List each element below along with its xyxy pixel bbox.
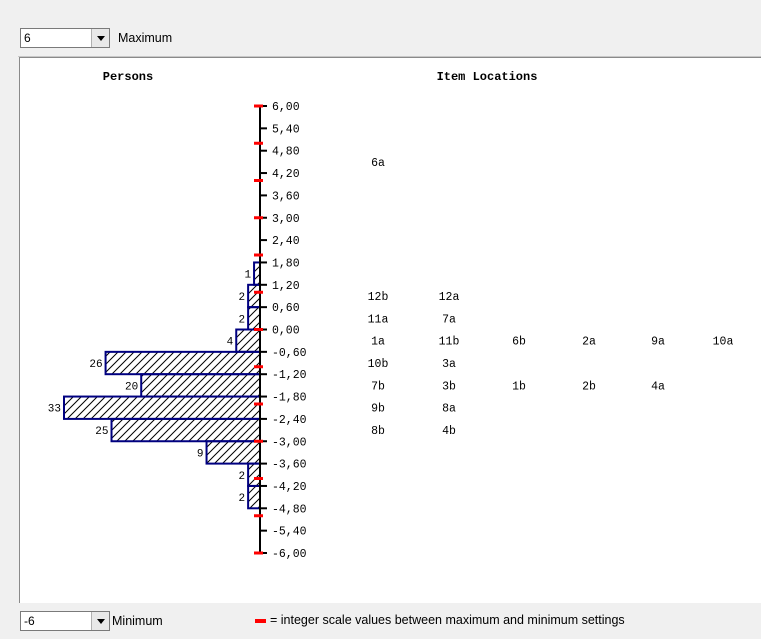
item-locations-header: Item Locations (437, 70, 538, 84)
integer-tick-legend-icon (255, 619, 266, 623)
left-margin (0, 56, 18, 606)
bottom-toolbar (0, 604, 761, 639)
axis-tick-label: 1,20 (272, 280, 300, 293)
person-bar (247, 484, 262, 510)
person-count-label: 33 (48, 404, 61, 416)
item-location-label: 9b (371, 403, 385, 416)
item-location-label: 6b (512, 336, 526, 349)
item-location-label: 12b (368, 291, 389, 304)
item-map-panel: Persons Item Locations 1 2 2 4 26 20 33 25 9 2 2 6,00… (19, 57, 761, 603)
axis-tick-label: -3,60 (272, 459, 307, 472)
person-bar (110, 417, 261, 443)
item-location-label: 9a (651, 336, 665, 349)
item-location-label: 3a (442, 358, 456, 371)
person-count-label: 2 (239, 471, 246, 483)
item-location-label: 10a (713, 336, 734, 349)
person-count-label: 26 (89, 359, 102, 371)
person-count-label: 1 (244, 270, 251, 282)
item-location-label: 7b (371, 380, 385, 393)
maximum-label: Maximum (118, 31, 173, 45)
axis-tick-label: -1,20 (272, 369, 307, 382)
item-location-label: 1a (371, 336, 385, 349)
axis-tick-label: 6,00 (272, 101, 300, 114)
item-location-label: 3b (442, 380, 456, 393)
item-location-label: 4b (442, 425, 456, 438)
axis-tick-label: -5,40 (272, 526, 307, 539)
person-count-label: 2 (239, 314, 246, 326)
maximum-select[interactable]: 6 (20, 28, 110, 48)
axis-tick-label: -6,00 (272, 548, 307, 561)
person-count-label: 25 (95, 426, 108, 438)
person-bar (104, 350, 261, 376)
minimum-label: Minimum (112, 614, 163, 628)
axis-tick-label: 0,00 (272, 325, 300, 338)
minimum-dropdown-chevron-down-icon[interactable] (91, 612, 109, 630)
axis-tick-label: -4,80 (272, 503, 307, 516)
item-location-label: 6a (371, 157, 385, 170)
person-bar (235, 328, 262, 353)
minimum-select[interactable]: -6 (20, 611, 110, 631)
item-location-label: 8b (371, 425, 385, 438)
axis-tick-label: 1,80 (272, 257, 300, 270)
axis-tick-label: 4,80 (272, 146, 300, 159)
item-location-label: 1b (512, 380, 526, 393)
item-location-label: 2a (582, 336, 596, 349)
item-location-label: 10b (368, 358, 389, 371)
person-item-map: Persons Item Locations1224262033259226,00… (48, 70, 734, 561)
axis-tick-label: -1,80 (272, 392, 307, 405)
item-location-label: 12a (439, 291, 460, 304)
top-toolbar (0, 0, 761, 57)
item-location-label: 8a (442, 403, 456, 416)
person-bar (247, 306, 262, 331)
persons-header: Persons (103, 70, 153, 84)
person-count-label: 9 (197, 448, 204, 460)
maximum-value: 6 (24, 31, 31, 45)
minimum-value: -6 (24, 614, 35, 628)
axis-tick-label: -4,20 (272, 481, 307, 494)
axis-tick-label: 3,00 (272, 213, 300, 226)
axis-tick-label: 4,20 (272, 168, 300, 181)
axis-tick-label: 0,60 (272, 302, 300, 315)
person-count-label: 2 (239, 493, 246, 505)
person-count-label: 4 (227, 337, 234, 349)
axis-tick-label: -3,00 (272, 436, 307, 449)
item-location-label: 11b (439, 336, 460, 349)
person-bar (205, 440, 261, 465)
axis-tick-label: 5,40 (272, 123, 300, 136)
person-bar (140, 373, 261, 398)
item-location-label: 7a (442, 313, 456, 326)
item-location-label: 11a (368, 313, 389, 326)
axis-tick-label: 2,40 (272, 235, 300, 248)
item-location-label: 4a (651, 380, 665, 393)
person-bar (247, 462, 262, 487)
maximum-dropdown-chevron-down-icon[interactable] (91, 29, 109, 47)
person-count-label: 2 (239, 292, 246, 304)
legend-text: = integer scale values between maximum a… (270, 613, 625, 627)
axis-tick-label: -2,40 (272, 414, 307, 427)
person-count-label: 20 (125, 381, 138, 393)
person-bar (63, 395, 261, 420)
axis-tick-label: 3,60 (272, 190, 300, 203)
axis-tick-label: -0,60 (272, 347, 307, 360)
item-location-label: 2b (582, 380, 596, 393)
person-bar (247, 283, 262, 309)
